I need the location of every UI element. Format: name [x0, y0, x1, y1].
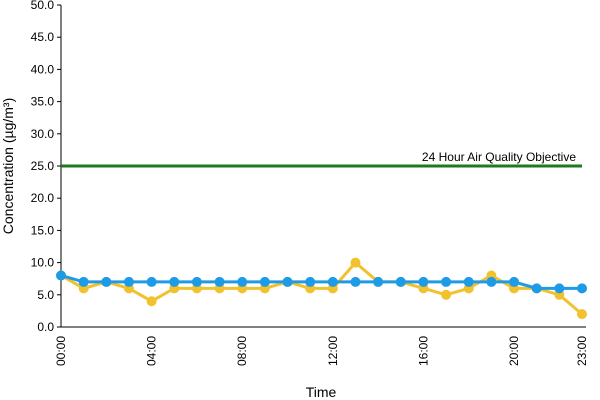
point: [373, 276, 384, 287]
point: [169, 276, 180, 287]
point: [577, 283, 587, 294]
y-tick-label: 15.0: [31, 223, 55, 237]
y-tick-label: 35.0: [31, 95, 55, 109]
point: [56, 270, 66, 281]
y-tick-label: 25.0: [31, 159, 55, 173]
point: [259, 276, 270, 287]
series-line: [60, 260, 583, 316]
reference-label: 24 Hour Air Quality Objective: [422, 150, 576, 164]
point: [350, 276, 361, 287]
point: [531, 283, 542, 294]
point: [282, 276, 293, 287]
point: [123, 276, 134, 287]
point: [146, 276, 157, 287]
point: [327, 276, 338, 287]
point: [146, 296, 157, 307]
point: [395, 276, 406, 287]
point: [101, 276, 112, 287]
y-tick-label: 50.0: [31, 0, 55, 12]
point: [305, 276, 316, 287]
point: [78, 276, 89, 287]
x-tick-label: 23:00: [575, 336, 589, 366]
x-tick-label: 04:00: [145, 336, 159, 366]
point: [214, 276, 225, 287]
x-axis-title: Time: [306, 384, 337, 400]
y-axis-title: Concentration (µg/m³): [0, 98, 16, 234]
x-tick-label: 08:00: [235, 336, 249, 366]
point: [350, 257, 361, 268]
x-tick-label: 12:00: [326, 336, 340, 366]
x-tick-label: 00:00: [54, 336, 68, 366]
y-tick-label: 20.0: [31, 191, 55, 205]
point: [486, 276, 497, 287]
point: [463, 276, 474, 287]
point: [191, 276, 202, 287]
point: [554, 283, 565, 294]
series-line: [60, 274, 582, 290]
point: [441, 276, 452, 287]
y-tick-label: 30.0: [31, 127, 55, 141]
y-tick-label: 5.0: [37, 288, 54, 302]
x-tick-label: 20:00: [507, 336, 521, 366]
y-tick-label: 10.0: [31, 256, 55, 270]
point: [577, 309, 587, 320]
y-tick-label: 0.0: [37, 320, 54, 334]
point: [237, 276, 248, 287]
y-tick-label: 45.0: [31, 30, 55, 44]
point: [418, 276, 429, 287]
x-tick-label: 16:00: [416, 336, 430, 366]
y-tick-label: 40.0: [31, 62, 55, 76]
point: [441, 289, 452, 300]
point: [509, 276, 520, 287]
